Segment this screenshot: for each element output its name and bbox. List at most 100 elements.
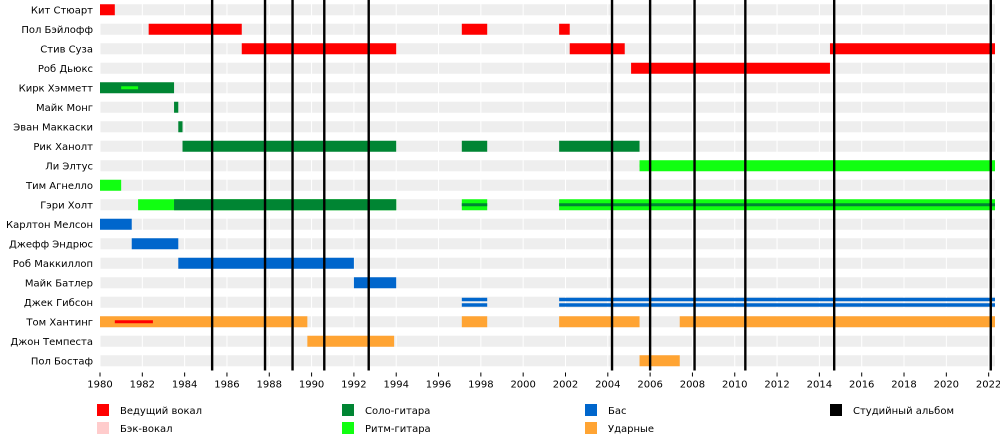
membership-bar — [241, 43, 397, 55]
membership-bar — [100, 4, 115, 16]
member-name: Джек Гибсон — [24, 298, 93, 309]
row-background — [100, 121, 995, 133]
x-tick-label: 2010 — [722, 380, 747, 391]
member-name: Ли Элтус — [45, 161, 93, 172]
legend-swatch — [97, 422, 109, 434]
member-name: Пол Бостаф — [31, 356, 93, 367]
membership-bar — [461, 23, 488, 35]
member-name: Гэри Холт — [40, 200, 93, 211]
membership-bar — [559, 140, 640, 152]
row-backgrounds — [100, 4, 995, 367]
row-background — [100, 355, 995, 367]
x-tick-label: 2022 — [976, 380, 1000, 391]
x-tick-label: 2006 — [637, 380, 662, 391]
membership-bar — [182, 140, 397, 152]
row-background — [100, 316, 995, 328]
row-background — [100, 296, 995, 308]
membership-bar — [559, 23, 570, 35]
legend-swatch — [830, 404, 842, 416]
x-tick-label: 2002 — [553, 380, 578, 391]
row-background — [100, 179, 995, 191]
membership-bar — [559, 316, 640, 328]
x-axis-ticks: 1980 1982 1984 1986 1988 1990 1992 1994 1996 1998… — [87, 372, 1000, 391]
x-tick-label: 1986 — [214, 380, 239, 391]
row-background — [100, 82, 995, 94]
membership-bar — [639, 355, 680, 367]
legend-swatch — [342, 422, 354, 434]
membership-bar — [114, 320, 153, 324]
member-name: Карлтон Мелсон — [6, 220, 93, 231]
member-name: Пол Бэйлофф — [21, 25, 93, 36]
x-tick-label: 1998 — [468, 380, 493, 391]
year-gridlines — [99, 0, 990, 371]
legend-swatch — [97, 404, 109, 416]
row-background — [100, 335, 995, 347]
membership-bar — [100, 316, 308, 328]
membership-bar — [461, 316, 488, 328]
x-tick-label: 1996 — [426, 380, 451, 391]
row-background — [100, 218, 995, 230]
membership-bar — [307, 335, 395, 347]
legend-label: Бас — [608, 406, 627, 417]
x-tick-label: 1982 — [130, 380, 155, 391]
membership-bar — [131, 238, 179, 250]
member-name: Роб Маккиллоп — [13, 259, 93, 270]
legend-label: Бэк-вокал — [120, 424, 173, 435]
membership-bar — [569, 43, 625, 55]
membership-bar — [148, 23, 242, 35]
membership-bar — [639, 160, 995, 172]
legend-label: Ритм-гитара — [365, 424, 431, 435]
row-background — [100, 160, 995, 172]
legend-label: Соло-гитара — [365, 406, 430, 417]
member-name: Кит Стюарт — [31, 5, 93, 16]
member-name: Майк Батлер — [25, 278, 93, 289]
member-name: Кирк Хэмметт — [19, 83, 94, 94]
x-tick-label: 1994 — [383, 380, 408, 391]
legend-label: Ударные — [608, 424, 654, 435]
x-tick-label: 2020 — [934, 380, 959, 391]
row-background — [100, 238, 995, 250]
legend-swatch — [585, 422, 597, 434]
membership-bar — [178, 121, 183, 133]
membership-bar — [631, 62, 830, 74]
x-tick-label: 2008 — [680, 380, 705, 391]
membership-bar — [100, 179, 122, 191]
member-name: Джефф Эндрюс — [9, 239, 93, 250]
membership-bar — [559, 297, 995, 302]
row-background — [100, 257, 995, 269]
membership-bar — [679, 316, 995, 328]
x-tick-label: 2012 — [764, 380, 789, 391]
x-tick-label: 2004 — [595, 380, 620, 391]
row-background — [100, 199, 995, 211]
membership-bar — [461, 140, 488, 152]
row-background — [100, 277, 995, 289]
legend-label: Ведущий вокал — [120, 406, 202, 417]
x-tick-label: 1990 — [299, 380, 324, 391]
legend-label: Студийный альбом — [853, 406, 954, 417]
row-background — [100, 62, 995, 74]
membership-bar — [559, 303, 995, 307]
membership-bar — [174, 199, 397, 211]
member-name: Роб Дьюкс — [38, 64, 93, 75]
x-tick-label: 1984 — [172, 380, 197, 391]
x-tick-label: 2016 — [849, 380, 874, 391]
membership-bar — [353, 277, 397, 289]
row-background — [100, 101, 995, 113]
album-lines — [210, 0, 992, 371]
member-name: Джон Темпеста — [10, 337, 93, 348]
membership-bar — [461, 297, 488, 302]
membership-bar — [559, 203, 995, 207]
x-tick-label: 2000 — [510, 380, 535, 391]
row-background — [100, 140, 995, 152]
x-tick-label: 1988 — [257, 380, 282, 391]
membership-bar — [121, 86, 139, 90]
member-name: Тим Агнелло — [25, 181, 93, 192]
member-name: Стив Суза — [40, 44, 93, 55]
membership-bar — [100, 218, 132, 230]
member-name: Эван Маккаски — [13, 122, 93, 133]
row-background — [100, 4, 995, 16]
member-names: Кит Стюарт Пол Бэйлофф Стив Суза Роб Дьюкс К… — [6, 5, 93, 367]
x-tick-label: 2018 — [891, 380, 916, 391]
member-name: Майк Монг — [36, 103, 93, 114]
x-tick-label: 2014 — [807, 380, 832, 391]
